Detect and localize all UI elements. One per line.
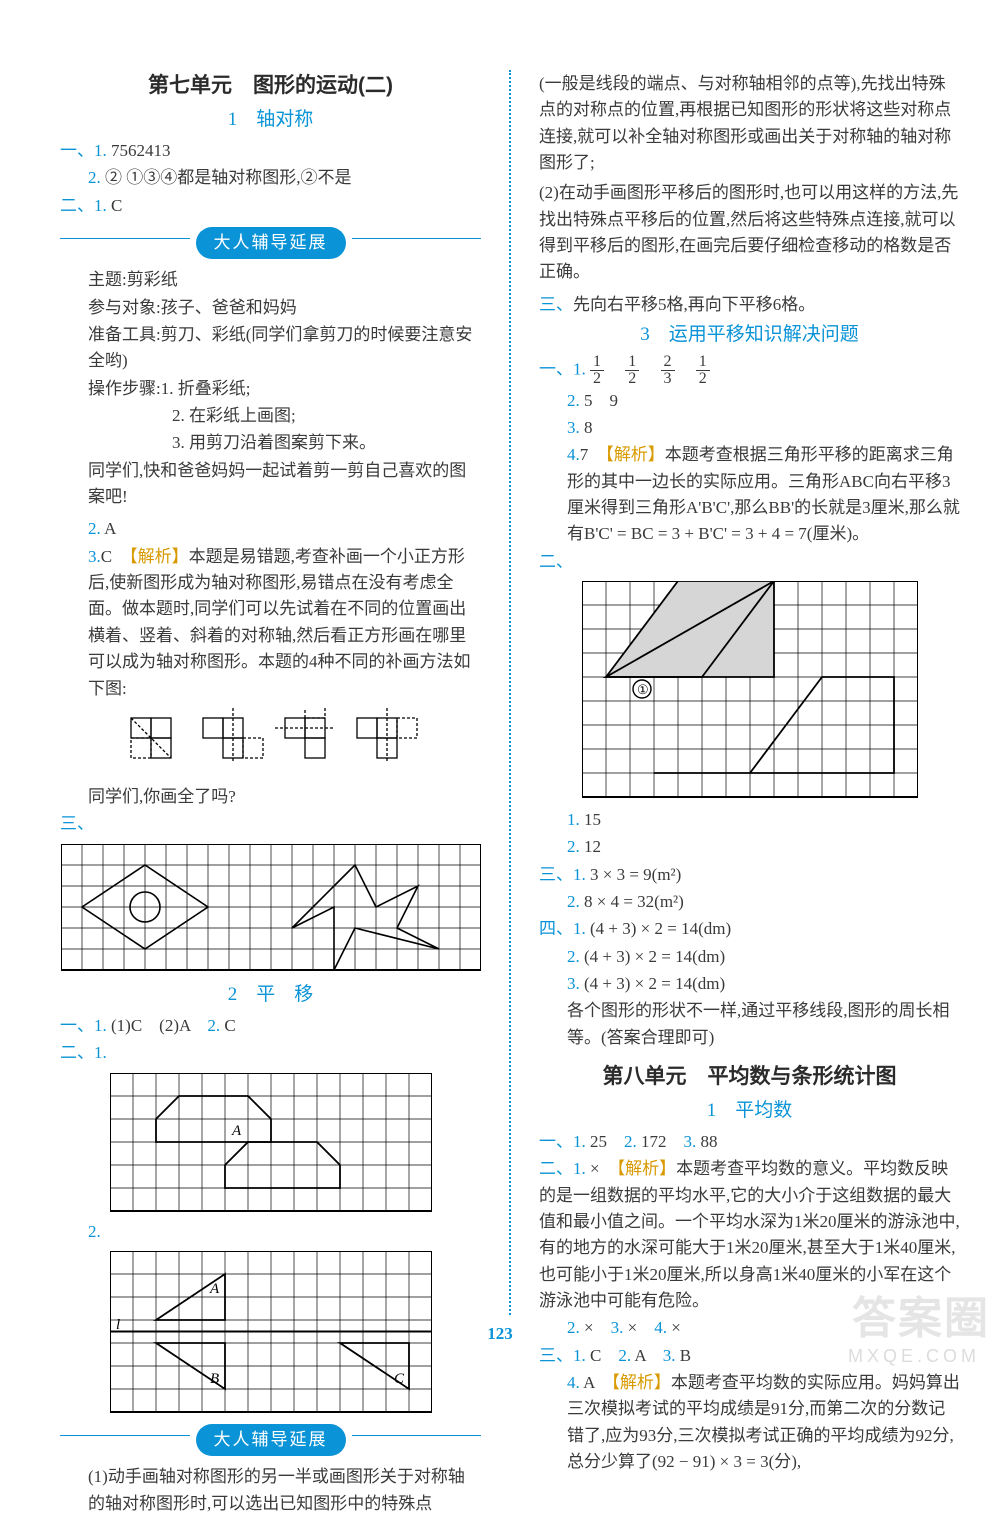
guide-2-p1b: (一般是线段的端点、与对称轴相邻的点等),先找出特殊点的对称点的位置,再根据已知… xyxy=(539,71,960,176)
figure-grid-2-2: A B C l xyxy=(60,1251,481,1416)
answer-2-2: 2. A xyxy=(60,516,481,542)
guide-step-2: 2. 在彩纸上画图; xyxy=(60,403,481,429)
answer-f-3: 3. 8 xyxy=(539,415,960,441)
flourish-left xyxy=(60,238,190,248)
guide-tools: 准备工具:剪刀、彩纸(同学们拿剪刀的时候要注意安全哟) xyxy=(60,322,481,375)
flourish-left-2 xyxy=(60,1435,190,1445)
guide-participants: 参与对象:孩子、爸爸和妈妈 xyxy=(60,295,481,321)
column-divider xyxy=(509,70,511,1323)
column-right: (一般是线段的端点、与对称轴相邻的点等),先找出特殊点的对称点的位置,再根据已知… xyxy=(531,70,960,1323)
svg-text:A: A xyxy=(231,1123,242,1139)
answer-p-1: 一、1. (1)C (2)A 2. C xyxy=(60,1013,481,1039)
section-1-title: 1 轴对称 xyxy=(60,105,481,134)
answer-r-4a: 四、1. (4 + 3) × 2 = 14(dm) xyxy=(539,916,960,942)
guide-step-1: 操作步骤:1. 折叠彩纸; xyxy=(60,376,481,402)
figure-grid-2-1: A xyxy=(60,1073,481,1213)
svg-text:B: B xyxy=(210,1371,219,1387)
answer-1-2: 2. ② ①③④都是轴对称图形,②不是 xyxy=(60,165,481,191)
page-root: 第七单元 图形的运动(二) 1 轴对称 一、1. 7562413 2. ② ①③… xyxy=(0,0,1000,1373)
unit-8-title: 第八单元 平均数与条形统计图 xyxy=(539,1061,960,1094)
section-r-2: 二、 xyxy=(539,549,960,575)
answer-a-1: 一、1. 25 2. 172 3. 88 xyxy=(539,1129,960,1155)
answer-r-3: 三、先向右平移5格,再向下平移6格。 xyxy=(539,292,960,318)
answer-a-4: 4. A 【解析】本题考查平均数的实际应用。妈妈算出三次模拟考试的平均成绩是91… xyxy=(539,1370,960,1475)
figure-tshapes xyxy=(60,708,481,778)
answer-2-3: 3.C 【解析】本题是易错题,考查补画一个小正方形后,使新图形成为轴对称图形,易… xyxy=(60,544,481,702)
figure-grid-1 xyxy=(60,844,481,974)
banner-label-2: 大人辅导延展 xyxy=(196,1424,346,1456)
svg-text:l: l xyxy=(116,1317,120,1333)
section-2-title: 2 平 移 xyxy=(60,980,481,1009)
guide-2-p1: (1)动手画轴对称图形的另一半或画图形关于对称轴的轴对称图形时,可以选出已知图形… xyxy=(60,1464,481,1517)
answer-1-1: 一、1. 7562413 xyxy=(60,138,481,164)
answer-f-2: 2. 5 9 xyxy=(539,388,960,414)
guide-outro: 同学们,快和爸爸妈妈一起试着剪一剪自己喜欢的图案吧! xyxy=(60,458,481,511)
guide-step-3: 3. 用剪刀沿着图案剪下来。 xyxy=(60,430,481,456)
guidance-banner-1: 大人辅导延展 xyxy=(60,227,481,259)
answer-r-4d: 各个图形的形状不一样,通过平移线段,图形的周长相等。(答案合理即可) xyxy=(539,998,960,1051)
svg-text:①: ① xyxy=(637,682,649,697)
answer-p-2-2: 2. xyxy=(60,1219,481,1245)
svg-text:A: A xyxy=(209,1281,220,1297)
answer-f-4: 4.7 【解析】本题考查根据三角形平移的距离求三角形的其中一边长的实际应用。三角… xyxy=(539,442,960,547)
flourish-right xyxy=(352,238,482,248)
answer-r-3b: 2. 8 × 4 = 32(m²) xyxy=(539,889,960,915)
section-3-title: 3 运用平移知识解决问题 xyxy=(539,320,960,349)
answer-f-1: 一、1. 12 12 23 12 xyxy=(539,354,960,387)
answer-r-4c: 3. (4 + 3) × 2 = 14(dm) xyxy=(539,971,960,997)
svg-text:C: C xyxy=(394,1371,405,1387)
section-3-label: 三、 xyxy=(60,811,481,837)
answer-2-1: 二、1. C xyxy=(60,193,481,219)
answer-r-4b: 2. (4 + 3) × 2 = 14(dm) xyxy=(539,944,960,970)
page-number: 123 xyxy=(479,1313,521,1355)
unit-7-title: 第七单元 图形的运动(二) xyxy=(60,70,481,103)
guide-theme: 主题:剪彩纸 xyxy=(60,267,481,293)
watermark-url: MXQE.COM xyxy=(848,1343,980,1371)
answer-r2-2: 2. 12 xyxy=(539,834,960,860)
flourish-right-2 xyxy=(352,1435,482,1445)
guidance-banner-2: 大人辅导延展 xyxy=(60,1424,481,1456)
banner-label-1: 大人辅导延展 xyxy=(196,227,346,259)
answer-r2-1: 1. 15 xyxy=(539,807,960,833)
section-4-title: 1 平均数 xyxy=(539,1096,960,1125)
answer-r-3a: 三、1. 3 × 3 = 9(m²) xyxy=(539,862,960,888)
question-prompt: 同学们,你画全了吗? xyxy=(60,784,481,810)
guide-2-p2: (2)在动手画图形平移后的图形时,也可以用这样的方法,先找出特殊点平移后的位置,… xyxy=(539,180,960,285)
answer-p-2: 二、1. xyxy=(60,1040,481,1066)
figure-grid-right: ① xyxy=(539,581,960,801)
column-left: 第七单元 图形的运动(二) 1 轴对称 一、1. 7562413 2. ② ①③… xyxy=(60,70,489,1323)
